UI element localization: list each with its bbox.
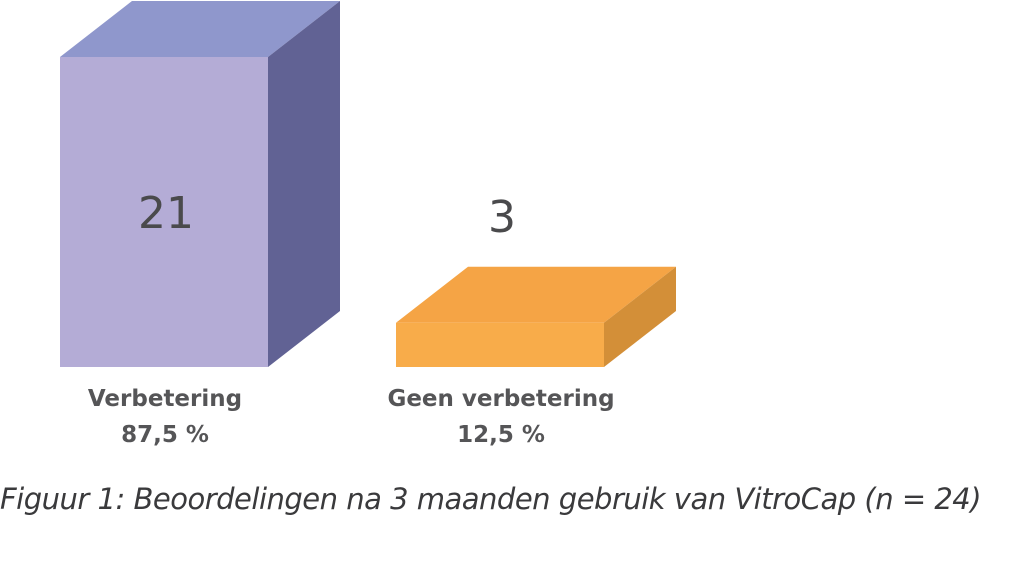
bar-side-face [268,1,340,367]
figure-caption: Figuur 1: Beoordelingen na 3 maanden geb… [0,482,982,516]
bar-2 [396,266,676,367]
bars-group [60,1,676,367]
value-label-1: 21 [138,188,194,239]
category-label-1: Verbetering [88,386,242,412]
percent-label-2: 12,5 % [457,422,545,448]
bar-1 [60,1,340,367]
value-label-2: 3 [488,192,516,243]
labels-group: 21 Verbetering 87,5 % 3 Geen verbetering 12,5… [88,188,615,448]
bar-top-face [396,266,676,323]
percent-label-1: 87,5 % [121,422,209,448]
bar-side-face [604,266,676,367]
bar-top-face [60,1,340,57]
category-label-2: Geen verbetering [387,386,614,412]
bar-front-face [60,57,268,367]
bar-front-face [396,322,604,367]
